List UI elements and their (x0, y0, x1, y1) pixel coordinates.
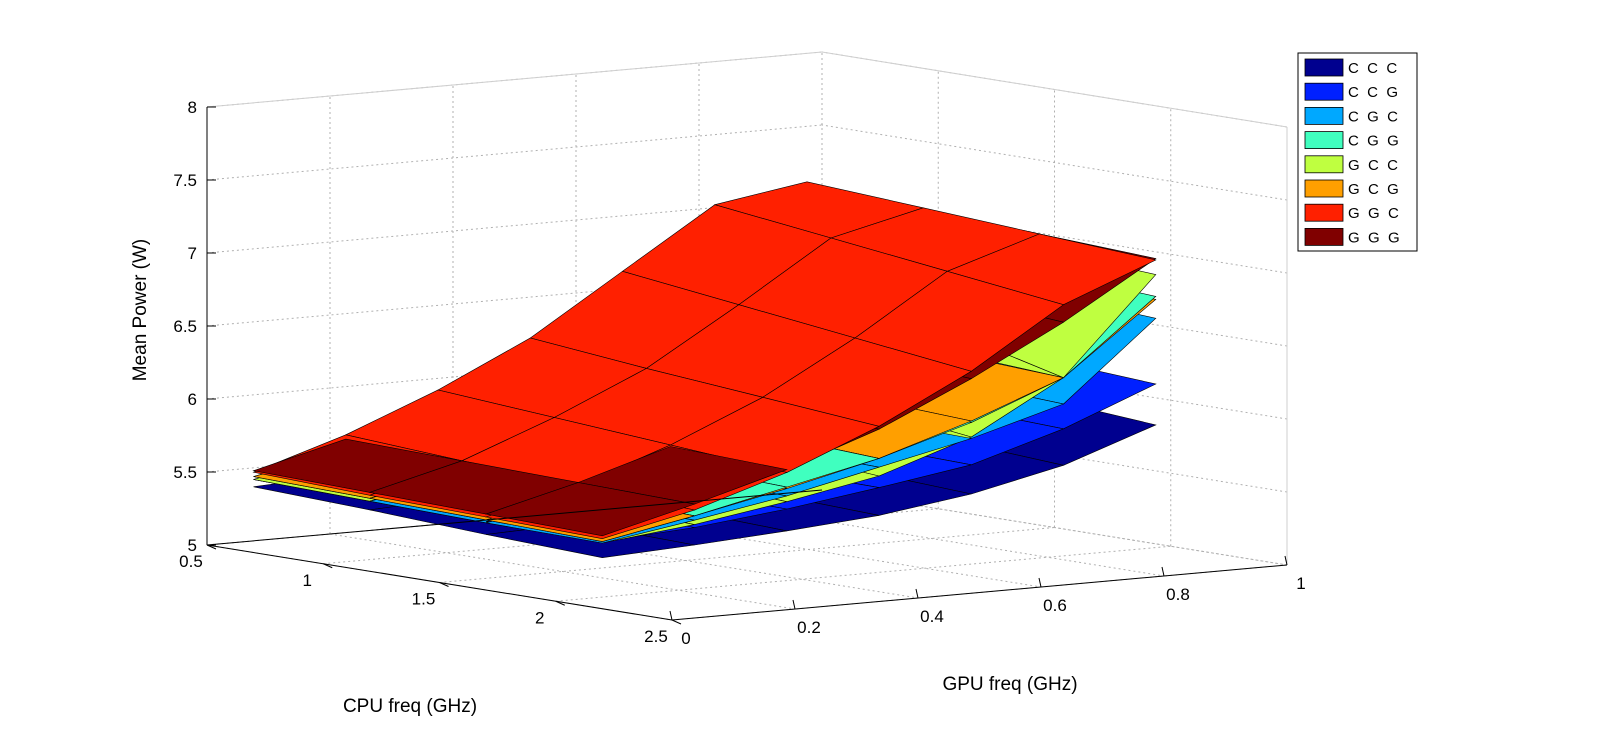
legend-entry: G G G (1348, 229, 1400, 246)
legend-swatch (1304, 179, 1344, 198)
legend-entry: C C G (1348, 84, 1398, 101)
x-tick-label: 1.5 (412, 590, 436, 609)
tick-labels: 5 5.5 6 6.5 7 7.5 8 0.5 1 1.5 2 2.5 0 0.2 0.4 0.6 0.8 1 (173, 98, 1305, 648)
y-tick-label: 1 (1296, 574, 1305, 593)
y-tick-label: 0 (681, 629, 690, 648)
legend-swatch (1304, 58, 1344, 77)
x-tick-label: 0.5 (179, 552, 203, 571)
z-tick-label: 8 (188, 98, 197, 117)
legend-entry: C G G (1348, 133, 1399, 150)
y-tick-label: 0.6 (1043, 596, 1067, 615)
grid-line (206, 124, 823, 181)
y-tick (669, 610, 673, 621)
legend-swatch (1304, 155, 1344, 174)
x-axis-label: CPU freq (GHz) (343, 696, 477, 717)
grid-line (555, 545, 1171, 602)
grid-line (698, 500, 1165, 577)
surface-patches (252, 181, 1157, 559)
legend-entry: C C C (1348, 60, 1397, 77)
x-tick-label: 2.5 (644, 627, 668, 646)
x-tick (671, 619, 682, 625)
y-tick (792, 599, 796, 610)
legend-swatch (1304, 107, 1344, 125)
x-tick (323, 563, 333, 569)
legend-swatch (1304, 203, 1344, 222)
x-tick (439, 582, 449, 587)
y-tick-label: 0.2 (797, 618, 821, 637)
surface-patch (484, 482, 696, 537)
legend-swatch (1304, 82, 1344, 101)
y-tick (1284, 555, 1288, 566)
z-tick-label: 6 (188, 390, 197, 409)
x-tick (206, 544, 217, 550)
y-tick (1038, 577, 1042, 588)
z-tick-label: 6.5 (173, 317, 197, 336)
box-edge (821, 51, 1288, 128)
y-tick (1161, 566, 1165, 577)
y-axis-label: GPU freq (GHz) (942, 674, 1077, 695)
x-tick (555, 600, 565, 606)
grid-line (821, 197, 1288, 274)
z-tick-label: 7 (188, 244, 197, 263)
legend: C C C C C G C G C C G G G C C G C G G G C G G G (1297, 52, 1418, 252)
grid-line (821, 489, 1288, 566)
y-axis-line (671, 564, 1288, 621)
z-tick-label: 5.5 (173, 463, 197, 482)
x-tick-label: 1 (303, 571, 312, 590)
axes (206, 51, 1288, 625)
legend-swatch (1304, 131, 1344, 150)
legend-entry: G C G (1348, 181, 1399, 198)
z-tick-label: 5 (188, 536, 197, 555)
y-tick-label: 0.8 (1166, 585, 1190, 604)
legend-swatch (1304, 227, 1344, 246)
y-tick-label: 0.4 (920, 607, 944, 626)
legend-entry: G C C (1348, 157, 1398, 174)
x-tick-label: 2 (535, 608, 544, 627)
z-axis-label: Mean Power (W) (130, 239, 151, 382)
z-tick-label: 7.5 (173, 171, 197, 190)
grid-line (329, 533, 796, 610)
grid-line (575, 511, 1042, 588)
legend-entry: C G C (1348, 108, 1398, 125)
box-edge (206, 489, 823, 546)
legend-entry: G G C (1348, 205, 1399, 222)
box-edge (206, 51, 823, 108)
y-tick (915, 588, 919, 599)
grid-line (452, 522, 919, 599)
